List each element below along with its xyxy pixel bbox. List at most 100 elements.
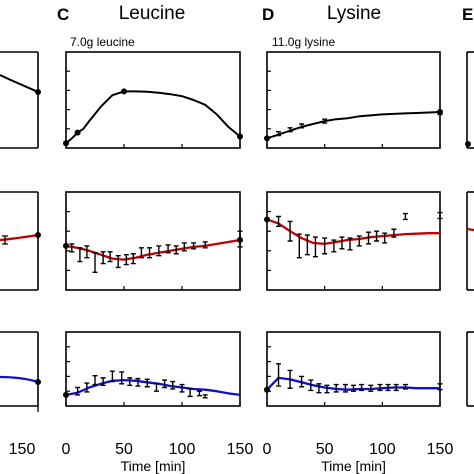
- lysine-bottom-errorbar: [377, 383, 383, 392]
- leucine-bottom-errorbar: [170, 380, 176, 390]
- lysine-middle-errorbar: [402, 212, 408, 221]
- leucine-bottom-errorbar: [162, 379, 168, 389]
- leucine-xtick-label: 50: [115, 441, 133, 458]
- dose-label-lysine: 11.0g lysine: [272, 35, 335, 49]
- leucine-middle-errorbar: [123, 254, 129, 266]
- leucine-bottom-model-line: [65, 378, 241, 397]
- lysine-middle-errorbar: [322, 237, 328, 255]
- lysine-bottom-errorbar: [385, 383, 391, 392]
- leucine-middle-errorbar: [115, 255, 121, 269]
- leucine-bottom-errorbar: [109, 370, 115, 383]
- leucine-top-marker: [121, 88, 127, 95]
- leucine-middle-errorbar: [202, 241, 208, 249]
- leucine-xaxis-label: Time [min]: [121, 458, 186, 474]
- dose-label-leucine: 7.0g leucine: [70, 35, 135, 49]
- lysine-middle-errorbar: [382, 232, 388, 244]
- leucine-middle-marker: [237, 237, 243, 244]
- leucine-top-frame: [65, 51, 241, 149]
- leucine-middle-frame: [65, 191, 241, 291]
- lysine-top-errorbar: [322, 118, 328, 124]
- lysine-middle-marker: [264, 216, 270, 223]
- leucine-bottom-errorbar: [75, 386, 81, 396]
- leucine-xtick-label: 150: [227, 441, 254, 458]
- left-marker-row1: [35, 89, 41, 95]
- leucine-middle-errorbar: [138, 247, 144, 259]
- leucine-bottom-marker: [63, 391, 69, 398]
- lysine-bottom-errorbar: [437, 383, 443, 391]
- right-marker-row1: [465, 141, 471, 147]
- leucine-xtick-label: 100: [169, 441, 196, 458]
- lysine-xtick-label: 0: [263, 441, 272, 458]
- left-partial-column: 150: [0, 51, 41, 458]
- leucine-top-marker: [63, 140, 69, 147]
- leucine-middle-errorbar: [165, 244, 171, 254]
- panel-letter-e: E: [462, 5, 473, 24]
- lysine-top-frame: [266, 51, 441, 149]
- leucine-bottom-frame: [65, 331, 241, 407]
- lysine-bottom-errorbar: [393, 383, 399, 392]
- lysine-bottom-errorbar: [333, 383, 339, 393]
- chart-panels: 0 50 100 150 Time [min] 0 50 100 150 Time [min]: [62, 51, 453, 474]
- leucine-bottom-errorbar: [153, 383, 159, 392]
- left-xtick-label: 150: [9, 441, 36, 458]
- leucine-middle-errorbar: [130, 253, 136, 265]
- lysine-xtick-label: 100: [369, 441, 396, 458]
- lysine-middle-errorbar: [276, 215, 282, 227]
- lysine-xaxis-label: Time [min]: [321, 458, 386, 474]
- panel-letter-c: C: [57, 5, 69, 24]
- lysine-top-errorbar: [276, 130, 282, 137]
- leucine-bottom-errorbar: [135, 377, 141, 387]
- leucine-bottom-errorbar: [179, 383, 185, 393]
- lysine-middle-errorbar: [374, 230, 380, 242]
- lysine-bottom-marker: [264, 386, 270, 393]
- leucine-bottom-errorbar: [127, 377, 133, 386]
- lysine-bottom-frame: [266, 331, 441, 407]
- leucine-xtick-label: 0: [62, 441, 71, 458]
- leucine-middle-errorbar: [77, 247, 83, 263]
- lysine-middle-frame: [266, 191, 441, 291]
- leucine-bottom-errorbar: [100, 377, 106, 386]
- lysine-middle-errorbar: [356, 235, 362, 247]
- leucine-bottom-errorbar: [196, 390, 202, 397]
- lysine-xtick-label: 50: [316, 441, 334, 458]
- leucine-middle-marker: [63, 242, 69, 249]
- lysine-middle-errorbar: [296, 233, 302, 259]
- leucine-middle-errorbar: [191, 242, 197, 250]
- leucine-bottom-errorbar: [187, 388, 193, 398]
- leucine-middle-errorbar: [100, 251, 106, 265]
- lysine-top-marker: [437, 109, 443, 115]
- lysine-bottom-errorbar: [402, 383, 408, 390]
- lysine-top-errorbar: [299, 123, 305, 129]
- left-errorbar-row2: [2, 235, 8, 245]
- lysine-bottom-errorbar: [351, 384, 356, 392]
- lysine-middle-errorbar: [391, 228, 397, 238]
- leucine-middle-errorbar: [107, 251, 113, 263]
- lysine-top-marker: [264, 135, 270, 142]
- leucine-middle-model-line: [65, 238, 241, 261]
- leucine-top-model-line: [65, 90, 241, 144]
- left-marker-row3: [35, 379, 41, 385]
- lysine-bottom-errorbar: [342, 383, 348, 393]
- lysine-bottom-errorbar: [324, 384, 330, 394]
- lysine-bottom-errorbar: [308, 379, 314, 392]
- panel-title-lysine: Lysine: [327, 3, 381, 24]
- lysine-middle-model-line: [266, 218, 440, 246]
- leucine-top-marker: [74, 129, 81, 136]
- panel-title-leucine: Leucine: [119, 3, 186, 24]
- leucine-bottom-errorbar: [84, 382, 90, 393]
- lysine-top-errorbar: [287, 127, 293, 133]
- leucine-bottom-errorbar: [92, 374, 98, 386]
- lysine-middle-errorbar: [437, 211, 443, 220]
- lysine-bottom-errorbar: [316, 383, 322, 394]
- right-curve-row2: [466, 227, 474, 232]
- leucine-bottom-errorbar: [119, 371, 125, 385]
- leucine-middle-errorbar: [173, 245, 179, 255]
- lysine-middle-errorbar: [287, 220, 293, 242]
- panel-letter-d: D: [262, 5, 274, 24]
- lysine-bottom-errorbar: [299, 375, 305, 388]
- left-curve-row1: [0, 74, 39, 93]
- lysine-middle-errorbar: [347, 237, 353, 251]
- lysine-bottom-errorbar: [368, 384, 374, 392]
- leucine-middle-errorbar: [147, 247, 153, 259]
